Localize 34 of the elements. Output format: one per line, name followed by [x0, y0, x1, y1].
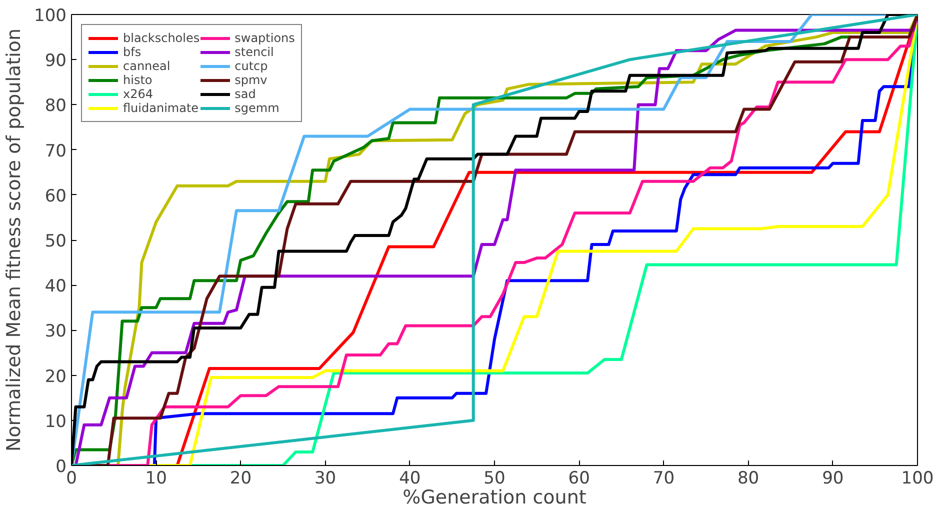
- x-tick-label: 60: [568, 468, 590, 488]
- legend-label: stencil: [234, 45, 274, 59]
- x-tick-label: 80: [737, 468, 760, 488]
- y-tick-label: 60: [44, 186, 67, 206]
- x-tick-label: 30: [314, 468, 336, 488]
- legend-label: bfs: [123, 45, 142, 59]
- legend-label: canneal: [123, 59, 170, 73]
- x-tick-label: 70: [652, 468, 675, 488]
- x-tick-label: 100: [901, 468, 934, 488]
- y-tick-label: 80: [44, 96, 67, 116]
- y-axis-title: Normalized Mean fitness score of population: [3, 28, 26, 452]
- x-tick-label: 10: [145, 468, 167, 488]
- legend-label: cutcp: [234, 59, 268, 73]
- y-tick-label: 50: [44, 232, 67, 252]
- y-tick-label: 70: [44, 141, 67, 162]
- x-tick-label: 40: [399, 468, 421, 488]
- legend-label: sgemm: [234, 101, 280, 115]
- y-tick-label: 30: [44, 322, 67, 342]
- y-tick-label: 40: [44, 276, 67, 297]
- legend-label: spmv: [234, 73, 268, 87]
- y-tick-label: 10: [44, 412, 67, 432]
- x-tick-label: 50: [484, 468, 506, 488]
- x-tick-label: 20: [230, 468, 252, 488]
- y-tick-label: 100: [34, 6, 67, 26]
- x-tick-label: 90: [822, 468, 844, 488]
- x-axis-title: %Generation count: [402, 486, 586, 508]
- y-tick-label: 20: [44, 366, 67, 387]
- legend-label: fluidanimate: [123, 101, 199, 115]
- legend-label: swaptions: [234, 31, 295, 45]
- legend-label: histo: [123, 73, 152, 87]
- legend-label: x264: [123, 87, 154, 101]
- y-tick-label: 90: [44, 51, 67, 72]
- legend-label: sad: [234, 87, 256, 101]
- legend-label: blackscholes: [123, 31, 200, 45]
